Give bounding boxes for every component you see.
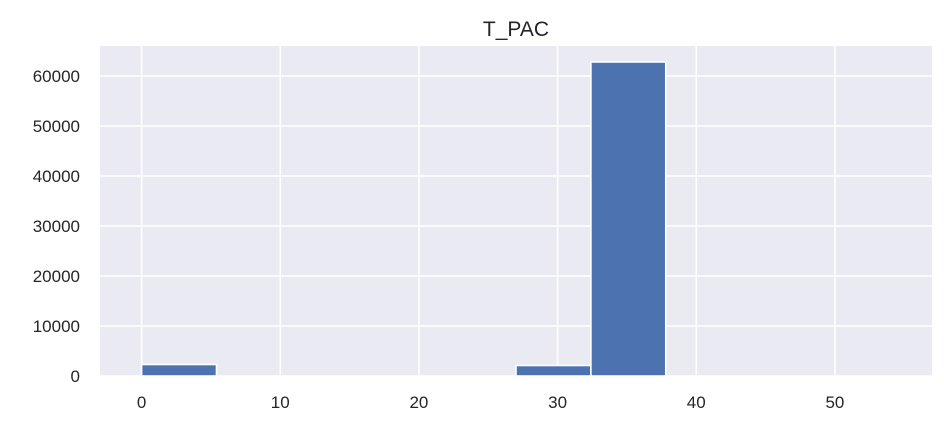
x-tick-label: 30 — [548, 393, 567, 412]
bars — [140, 61, 667, 377]
x-tick-label: 40 — [687, 393, 706, 412]
x-tick-label: 0 — [137, 393, 146, 412]
histogram-bar — [515, 364, 592, 377]
x-tick-label: 20 — [409, 393, 428, 412]
x-tick-label: 50 — [825, 393, 844, 412]
grid-lines — [100, 46, 932, 377]
y-axis-ticks: 0 10000 20000 30000 40000 50000 60000 — [33, 67, 80, 386]
histogram-bar — [590, 61, 667, 377]
x-axis-ticks: 0 10 20 30 40 50 — [137, 393, 845, 412]
y-tick-label: 20000 — [33, 267, 80, 286]
y-tick-label: 40000 — [33, 167, 80, 186]
y-tick-label: 10000 — [33, 317, 80, 336]
y-tick-label: 60000 — [33, 67, 80, 86]
chart-title: T_PAC — [483, 18, 549, 41]
y-tick-label: 50000 — [33, 117, 80, 136]
y-tick-label: 30000 — [33, 217, 80, 236]
plot-background — [100, 46, 932, 376]
y-tick-label: 0 — [71, 367, 80, 386]
histogram-bar — [140, 363, 218, 377]
x-tick-label: 10 — [271, 393, 290, 412]
